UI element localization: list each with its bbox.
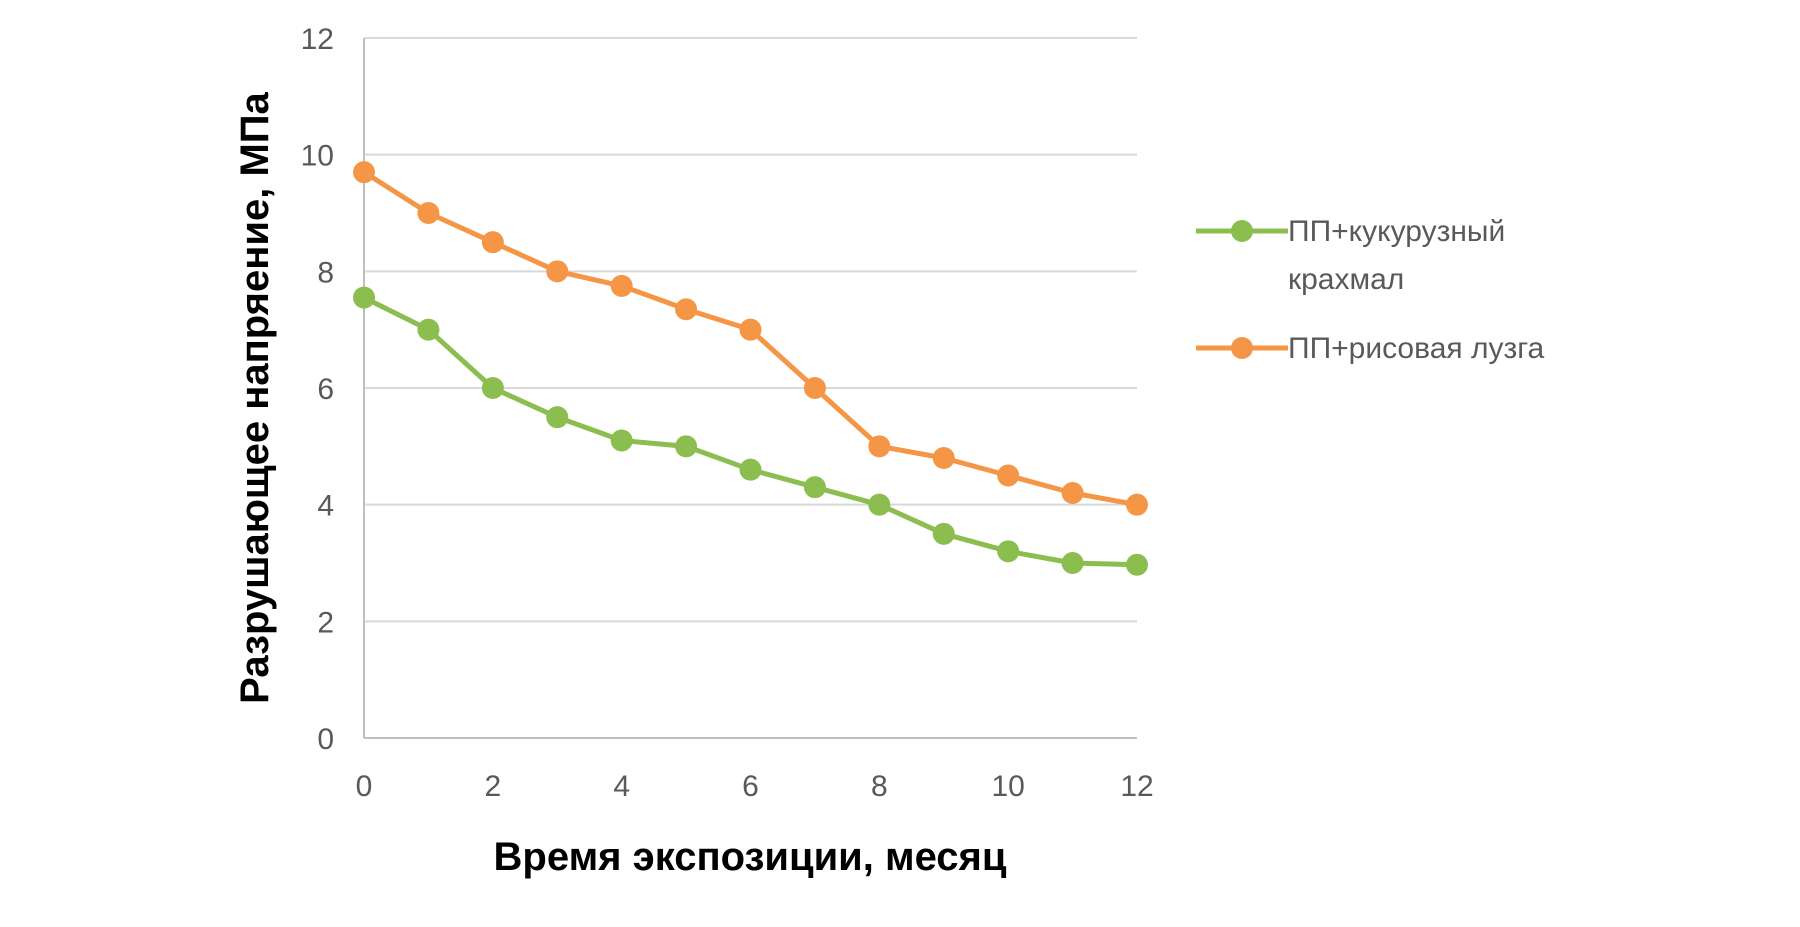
y-tick-labels: 0 2 4 6 8 10 12 xyxy=(301,23,334,756)
x-tick-label: 0 xyxy=(356,770,373,803)
x-tick-label: 6 xyxy=(742,770,759,803)
legend-marker xyxy=(1231,337,1253,359)
data-point xyxy=(481,377,504,399)
y-tick-label: 8 xyxy=(317,256,334,289)
data-point xyxy=(1126,493,1148,516)
data-point xyxy=(997,540,1020,563)
y-tick-label: 6 xyxy=(317,373,334,406)
y-tick-label: 0 xyxy=(317,723,334,756)
legend-marker xyxy=(1231,220,1253,242)
x-axis-title: Время экспозиции, месяц xyxy=(494,835,1007,879)
data-point xyxy=(739,318,762,341)
legend-label: крахмал xyxy=(1288,263,1404,296)
x-tick-label: 2 xyxy=(484,770,501,803)
x-tick-label: 10 xyxy=(991,770,1024,803)
data-point xyxy=(739,458,762,481)
data-point xyxy=(1126,553,1148,576)
y-tick-label: 12 xyxy=(301,23,334,56)
series-1 xyxy=(353,286,1148,576)
data-point xyxy=(353,286,375,309)
data-point xyxy=(932,447,955,469)
data-point xyxy=(932,522,955,545)
data-point xyxy=(546,406,569,429)
data-point xyxy=(1061,552,1084,574)
data-point xyxy=(610,429,633,452)
data-point xyxy=(353,161,375,184)
data-point xyxy=(481,231,504,254)
legend-entry: ПП+кукурузный крахмал xyxy=(1196,215,1505,296)
data-point xyxy=(610,274,633,297)
legend-label: ПП+кукурузный xyxy=(1288,215,1505,248)
data-point xyxy=(868,435,891,458)
x-tick-labels: 0 2 4 6 8 10 12 xyxy=(356,770,1154,803)
series-2 xyxy=(353,161,1148,516)
series xyxy=(353,161,1148,576)
axes xyxy=(363,38,1137,739)
y-tick-label: 4 xyxy=(317,490,334,523)
legend-label: ПП+рисовая лузга xyxy=(1288,332,1545,365)
data-point xyxy=(1061,482,1084,504)
data-point xyxy=(868,493,891,516)
y-axis-title: Разрушающее напряение, МПа xyxy=(233,91,277,703)
x-tick-label: 12 xyxy=(1120,770,1153,803)
data-point xyxy=(675,298,698,321)
x-tick-label: 4 xyxy=(613,770,630,803)
data-point xyxy=(803,377,826,399)
data-point xyxy=(417,318,440,341)
data-point xyxy=(546,260,569,283)
data-point xyxy=(417,202,440,224)
data-point xyxy=(803,476,826,499)
legend-entry: ПП+рисовая лузга xyxy=(1196,332,1545,365)
x-tick-label: 8 xyxy=(871,770,888,803)
data-point xyxy=(997,464,1020,487)
data-point xyxy=(675,435,698,458)
y-tick-label: 2 xyxy=(317,606,334,639)
legend: ПП+кукурузный крахмал ПП+рисовая лузга xyxy=(1196,215,1545,365)
y-tick-label: 10 xyxy=(301,140,334,173)
